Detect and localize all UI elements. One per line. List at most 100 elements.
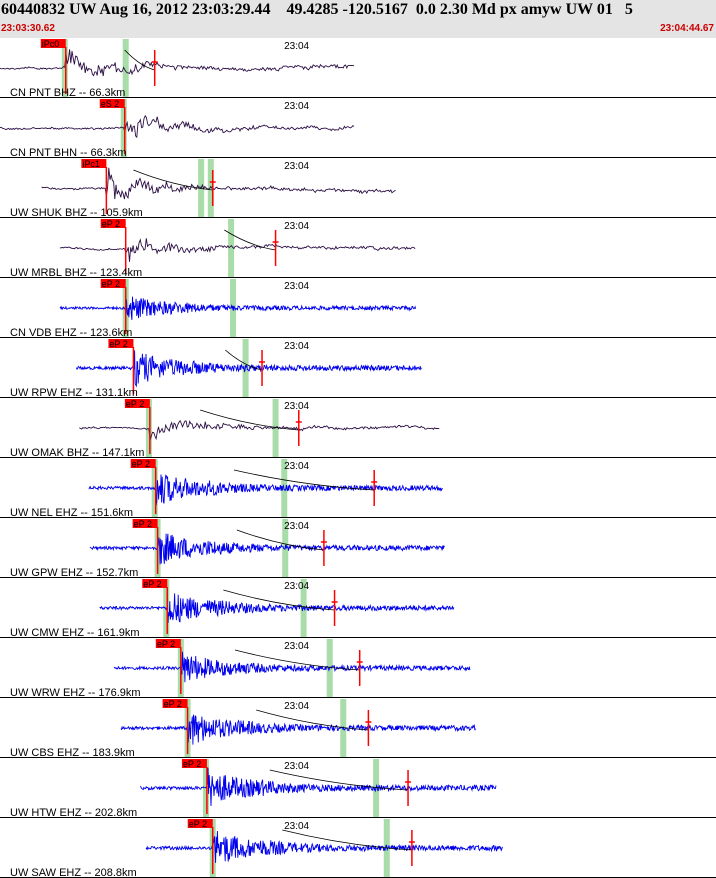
waveform-trace: [139, 767, 497, 807]
travel-time-curve: [223, 589, 335, 611]
phase-pick-box: [187, 819, 213, 828]
trace-row: 23:04 eP 2 UW MRBL BHZ -- 123.4km: [0, 219, 716, 279]
minute-marker: 23:04: [284, 281, 309, 292]
station-label: UW GPW EHZ -- 152.7km: [10, 567, 138, 579]
phase-pick-label: eP 2: [183, 759, 201, 769]
travel-time-curve: [225, 349, 263, 371]
phase-pick-label: eP 2: [143, 579, 161, 589]
minute-marker: 23:04: [284, 641, 309, 652]
travel-time-curve: [133, 169, 213, 191]
travel-time-curve: [236, 529, 324, 551]
waveform-trace: [59, 296, 417, 320]
travel-time-curve: [269, 769, 409, 791]
trace-row: 23:04 eP 2 UW HTW EHZ -- 202.8km: [0, 759, 716, 819]
minute-marker: 23:04: [284, 161, 309, 172]
trace-row: 23:04 eP 2 CN VDB EHZ -- 123.6km: [0, 279, 716, 339]
travel-time-curve: [200, 409, 299, 431]
station-label: CN VDB EHZ -- 123.6km: [10, 327, 132, 339]
phase-pick-box: [155, 639, 181, 648]
travel-time-curve: [124, 49, 155, 71]
minute-marker: 23:04: [284, 521, 309, 532]
travel-time-curve: [282, 829, 412, 851]
seismogram-panel: 23:04 iPc0 CN PNT BHZ -- 66.3km 23:04 eS 2 CN…: [0, 39, 716, 878]
phase-pick-box: [100, 279, 126, 288]
station-label: CN PNT BHN -- 66.3km: [10, 147, 127, 159]
phase-pick-label: eS 2: [101, 99, 120, 109]
trace-row: 23:04 eP 2 UW RPW EHZ -- 131.1km: [0, 339, 716, 399]
trace-row: 23:04 iPc0 CN PNT BHZ -- 66.3km: [0, 39, 716, 99]
waveform-trace: [41, 167, 396, 200]
travel-time-curve: [224, 229, 276, 251]
phase-pick-label: eP 2: [102, 219, 120, 229]
minute-marker: 23:04: [284, 701, 309, 712]
minute-marker: 23:04: [284, 401, 309, 412]
minute-marker: 23:04: [284, 221, 309, 232]
phase-pick-box: [108, 339, 134, 348]
phase-pick-box: [132, 519, 158, 528]
phase-pick-box: [142, 579, 168, 588]
trace-row: 23:04 eP 2 UW CBS EHZ -- 183.9km: [0, 699, 716, 759]
phase-pick-box: [181, 759, 207, 768]
station-label: UW CMW EHZ -- 161.9km: [10, 627, 140, 639]
waveform-trace: [113, 651, 471, 683]
phase-pick-box: [162, 699, 188, 708]
station-label: UW RPW EHZ -- 131.1km: [10, 387, 138, 399]
minute-marker: 23:04: [284, 461, 309, 472]
coda-window: [207, 159, 214, 217]
waveform-trace: [120, 714, 476, 745]
plot-header: 60440832 UW Aug 16, 2012 23:03:29.44 49.…: [0, 0, 716, 38]
event-title: 60440832 UW Aug 16, 2012 23:03:29.44 49.…: [1, 1, 633, 18]
station-label: UW WRW EHZ -- 176.9km: [10, 687, 141, 699]
waveform-trace: [75, 350, 422, 388]
station-label: UW CBS EHZ -- 183.9km: [10, 747, 135, 759]
trace-row: 23:04 eP 2 UW OMAK BHZ -- 147.1km: [0, 399, 716, 459]
phase-pick-label: eP 2: [109, 339, 127, 349]
minute-marker: 23:04: [284, 821, 309, 832]
phase-pick-label: eP 2: [132, 459, 150, 469]
phase-pick-box: [81, 159, 107, 168]
phase-pick-label: eP 2: [102, 279, 120, 289]
coda-window: [281, 459, 288, 517]
waveform-trace: [89, 533, 445, 565]
station-label: UW NEL EHZ -- 151.6km: [10, 507, 133, 519]
station-label: UW HTW EHZ -- 202.8km: [10, 807, 137, 819]
phase-pick-label: eP 2: [164, 699, 182, 709]
minute-marker: 23:04: [284, 761, 309, 772]
trace-row: 23:04 eP 2 UW SAW EHZ -- 208.8km: [0, 819, 716, 878]
trace-row: 23:04 eS 2 CN PNT BHN -- 66.3km: [0, 99, 716, 159]
minute-marker: 23:04: [284, 341, 309, 352]
travel-time-curve: [233, 469, 375, 491]
phase-pick-box: [99, 99, 125, 108]
station-label: UW SHUK BHZ -- 105.9km: [10, 207, 143, 219]
end-time-label: 23:04:44.67: [660, 23, 714, 34]
trace-row: 23:04 eP 2 UW CMW EHZ -- 161.9km: [0, 579, 716, 639]
waveform-trace: [0, 114, 355, 139]
coda-window: [122, 39, 129, 97]
station-label: UW SAW EHZ -- 208.8km: [10, 867, 137, 878]
waveform-trace: [99, 593, 455, 624]
trace-row: 23:04 iPc1 UW SHUK BHZ -- 105.9km: [0, 159, 716, 219]
trace-row: 23:04 eP 2 UW WRW EHZ -- 176.9km: [0, 639, 716, 699]
station-label: UW MRBL BHZ -- 123.4km: [10, 267, 142, 279]
phase-pick-label: eP 2: [126, 399, 144, 409]
waveform-trace: [59, 238, 416, 262]
phase-pick-label: iPc0: [42, 39, 60, 49]
minute-marker: 23:04: [284, 41, 309, 52]
phase-pick-label: iPc1: [82, 159, 100, 169]
coda-window: [61, 39, 68, 97]
trace-row: 23:04 eP 2 UW NEL EHZ -- 151.6km: [0, 459, 716, 519]
waveform-trace: [0, 49, 355, 77]
phase-pick-box: [40, 39, 66, 48]
start-time-label: 23:03:30.62: [1, 23, 55, 34]
travel-time-curve: [256, 709, 369, 731]
travel-time-curve: [234, 649, 360, 671]
phase-pick-label: eP 2: [134, 519, 152, 529]
waveform-trace: [88, 474, 443, 506]
phase-pick-box: [100, 219, 126, 228]
trace-row: 23:04 eP 2 UW GPW EHZ -- 152.7km: [0, 519, 716, 579]
waveform-trace: [145, 830, 503, 863]
waveform-trace: [79, 419, 440, 441]
coda-window: [151, 459, 158, 517]
minute-marker: 23:04: [284, 101, 309, 112]
phase-pick-box: [124, 399, 150, 408]
